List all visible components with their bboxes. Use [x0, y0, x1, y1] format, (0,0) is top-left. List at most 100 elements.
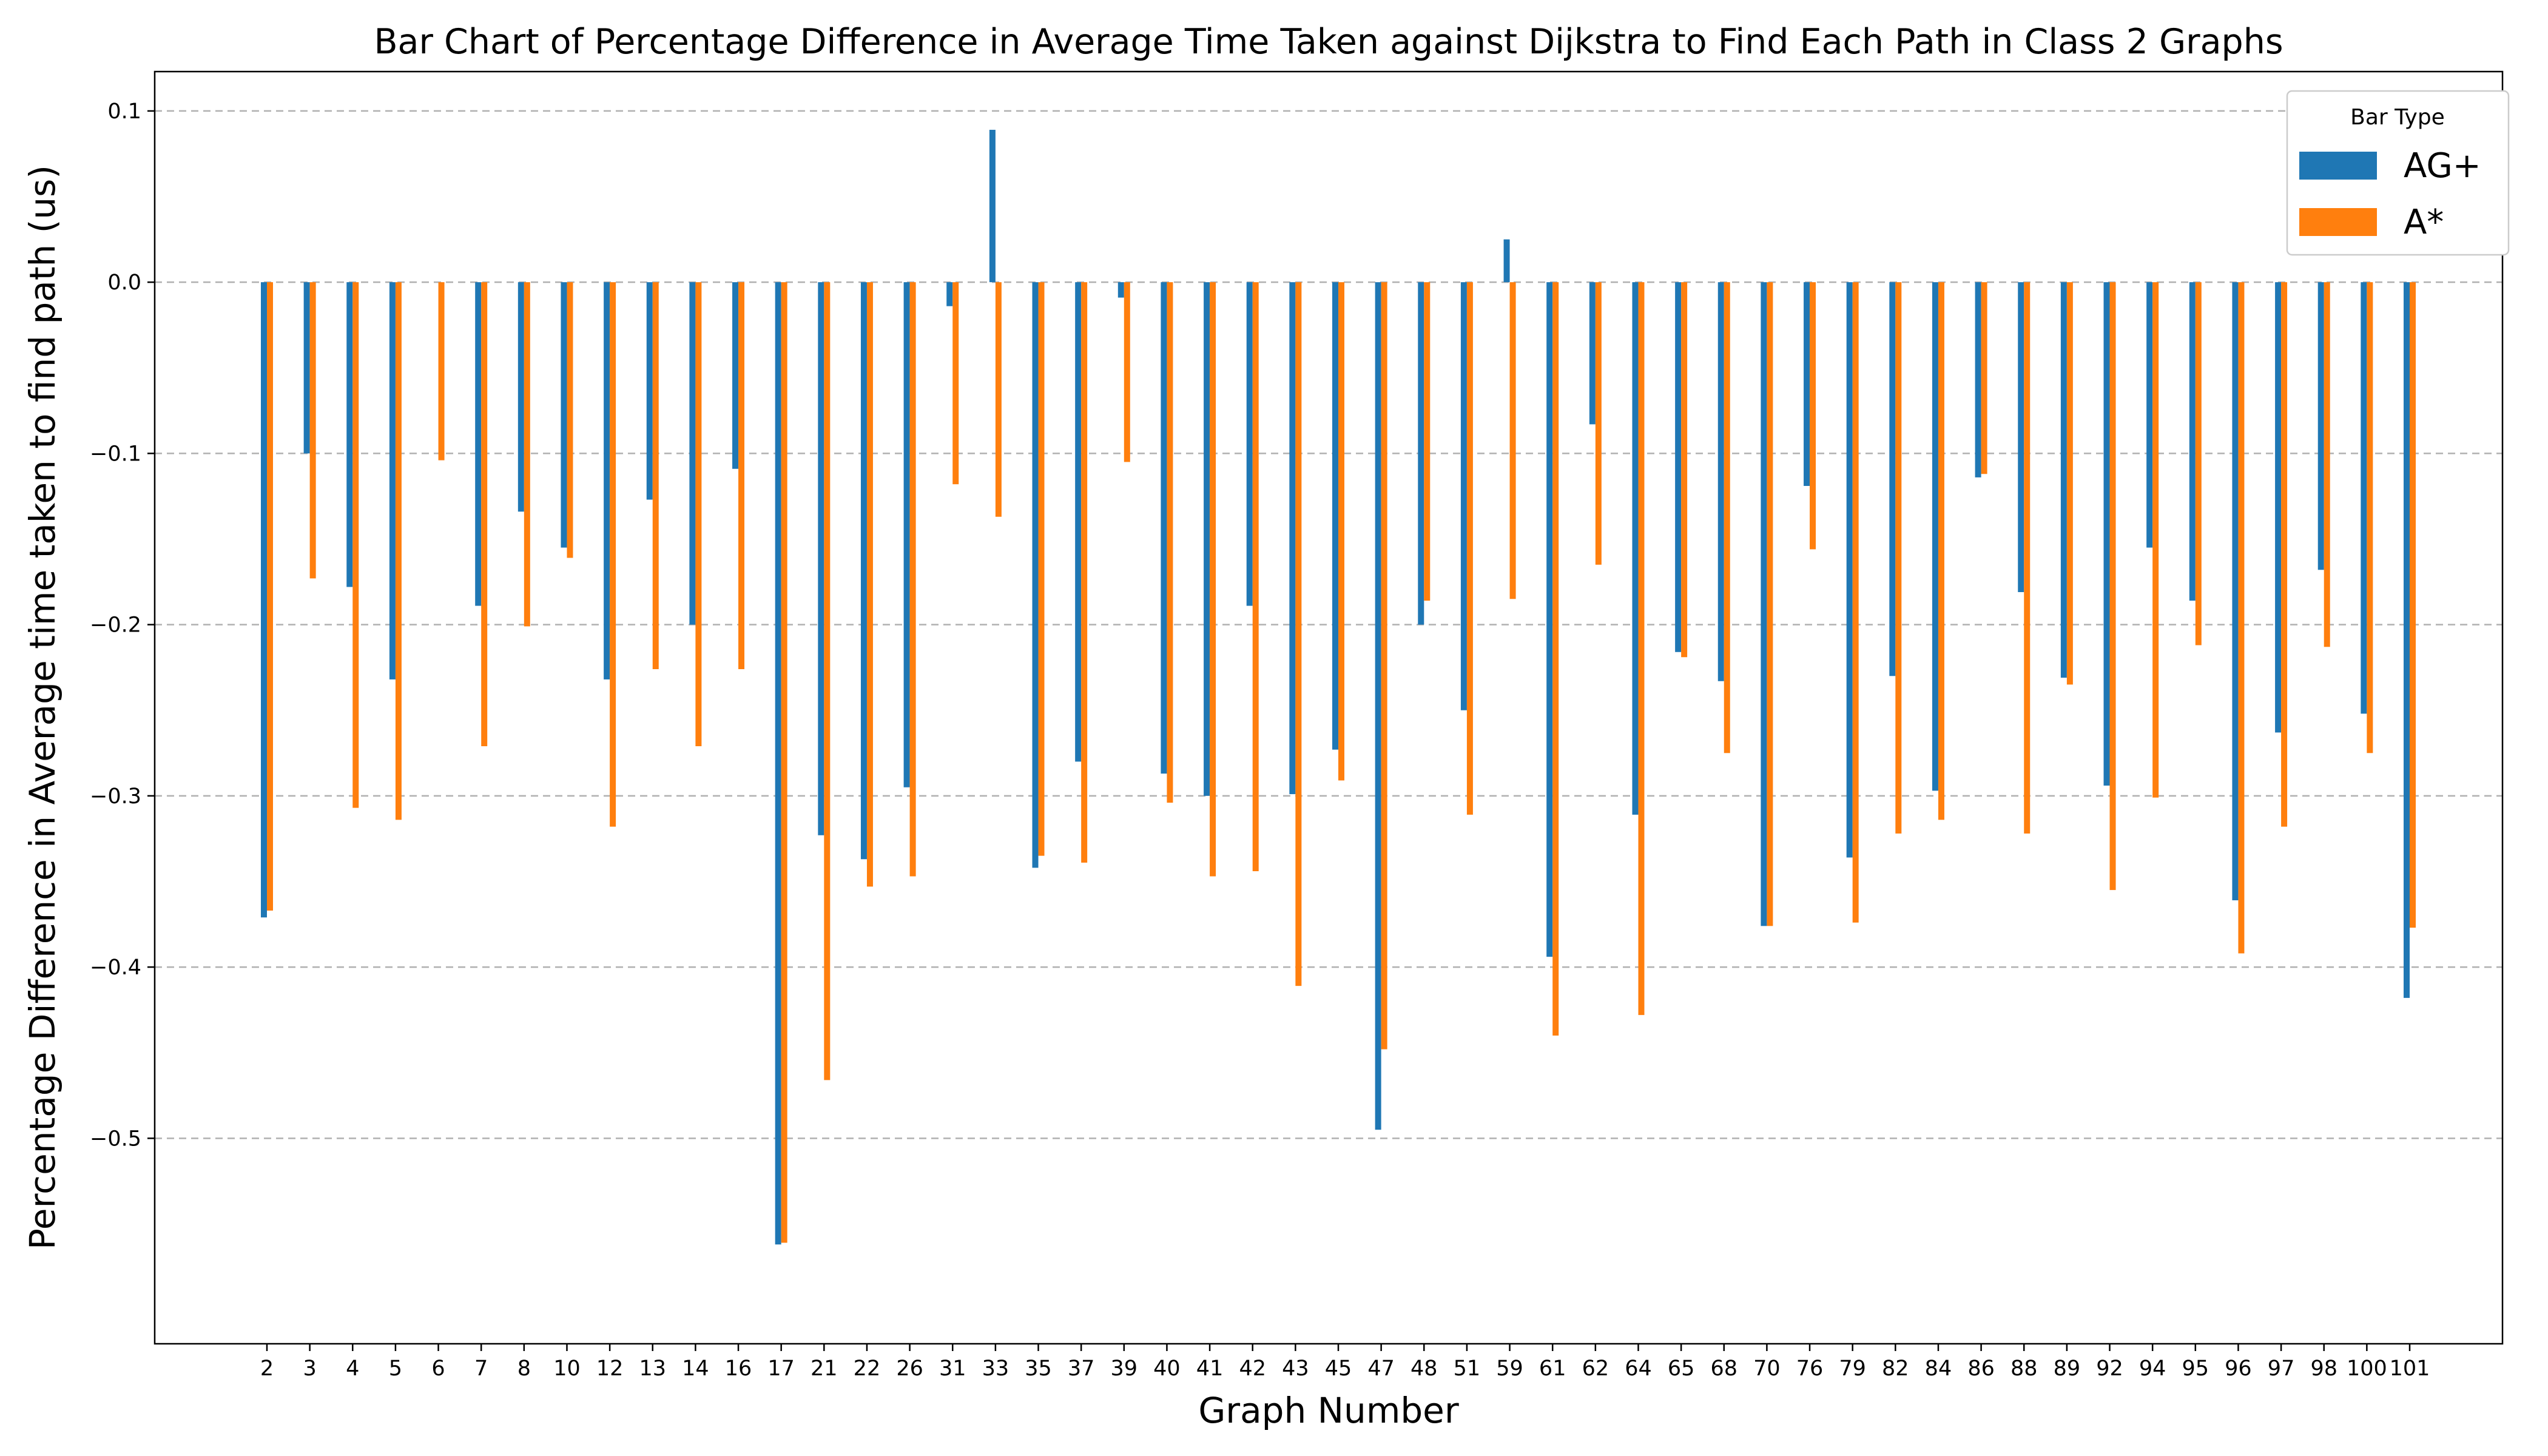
bar-a-star — [438, 282, 445, 460]
x-tick-label: 101 — [2390, 1357, 2430, 1381]
x-tick-label: 2 — [260, 1357, 274, 1381]
bar-ag-plus — [389, 282, 396, 679]
bar-a-star — [267, 282, 273, 911]
x-tick-label: 21 — [811, 1357, 838, 1381]
y-tick-label: 0.1 — [107, 99, 141, 124]
bar-a-star — [1895, 282, 1902, 834]
bar-ag-plus — [1332, 282, 1338, 750]
y-tick-label: 0.0 — [107, 271, 141, 295]
legend-swatch-ag-plus — [2299, 152, 2377, 180]
x-tick-label: 47 — [1367, 1357, 1395, 1381]
bar-a-star — [2410, 282, 2416, 928]
y-axis-label: Percentage Difference in Average time ta… — [22, 165, 63, 1250]
bar-ag-plus — [1503, 239, 1510, 283]
bar-ag-plus — [1075, 282, 1082, 762]
bar-a-star — [610, 282, 616, 827]
x-tick-label: 64 — [1625, 1357, 1652, 1381]
y-tick-label: −0.4 — [90, 956, 141, 980]
x-tick-label: 89 — [2054, 1357, 2081, 1381]
bar-a-star — [2195, 282, 2202, 645]
bar-ag-plus — [1975, 282, 1981, 477]
x-tick-label: 92 — [2096, 1357, 2123, 1381]
x-tick-label: 79 — [1839, 1357, 1866, 1381]
x-tick-label: 68 — [1710, 1357, 1737, 1381]
x-tick-label: 31 — [939, 1357, 966, 1381]
x-tick-label: 26 — [896, 1357, 923, 1381]
bar-ag-plus — [2361, 282, 2367, 714]
x-tick-label: 96 — [2225, 1357, 2252, 1381]
bar-a-star — [1852, 282, 1859, 923]
legend-title: Bar Type — [2350, 105, 2445, 130]
x-tick-label: 37 — [1068, 1357, 1095, 1381]
bar-a-star — [1038, 282, 1045, 856]
x-tick-label: 41 — [1196, 1357, 1224, 1381]
bar-ag-plus — [604, 282, 610, 679]
y-tick-label: −0.1 — [90, 442, 141, 466]
bar-a-star — [738, 282, 745, 669]
x-tick-label: 5 — [389, 1357, 402, 1381]
x-tick-label: 88 — [2010, 1357, 2038, 1381]
bar-a-star — [2109, 282, 2116, 891]
bar-a-star — [2066, 282, 2073, 685]
x-tick-label: 97 — [2268, 1357, 2295, 1381]
x-tick-label: 6 — [431, 1357, 445, 1381]
legend-label-ag-plus: AG+ — [2404, 146, 2481, 186]
bar-ag-plus — [1632, 282, 1639, 815]
bar-a-star — [1595, 282, 1602, 565]
x-tick-label: 48 — [1410, 1357, 1438, 1381]
bar-ag-plus — [2189, 282, 2196, 601]
bar-ag-plus — [1804, 282, 1810, 487]
bar-a-star — [481, 282, 488, 747]
x-tick-label: 17 — [767, 1357, 795, 1381]
bar-a-star — [524, 282, 530, 627]
bar-a-star — [2152, 282, 2159, 798]
bar-a-star — [2324, 282, 2330, 647]
x-axis-label: Graph Number — [1198, 1390, 1458, 1431]
x-tick-label: 3 — [303, 1357, 316, 1381]
bar-ag-plus — [2103, 282, 2110, 786]
bar-ag-plus — [1418, 282, 1424, 625]
bar-ag-plus — [517, 282, 524, 512]
bar-ag-plus — [818, 282, 824, 835]
bar-a-star — [1638, 282, 1645, 1016]
bar-a-star — [1810, 282, 1816, 550]
bar-ag-plus — [689, 282, 696, 625]
bar-ag-plus — [860, 282, 867, 860]
bar-a-star — [1167, 282, 1173, 803]
x-tick-label: 8 — [517, 1357, 531, 1381]
bar-ag-plus — [1246, 282, 1253, 606]
plot-frame — [153, 70, 2504, 1345]
bars — [261, 129, 2416, 1245]
bar-ag-plus — [1289, 282, 1296, 795]
bar-ag-plus — [1375, 282, 1381, 1130]
bar-a-star — [1724, 282, 1730, 753]
bar-a-star — [2367, 282, 2373, 753]
bar-ag-plus — [1846, 282, 1853, 858]
bar-ag-plus — [2146, 282, 2153, 548]
bar-ag-plus — [1675, 282, 1682, 652]
bar-a-star — [866, 282, 873, 887]
bar-ag-plus — [303, 282, 310, 454]
x-tick-label: 45 — [1325, 1357, 1352, 1381]
bar-a-star — [1509, 282, 1516, 599]
bar-a-star — [1210, 282, 1216, 877]
bar-ag-plus — [2232, 282, 2239, 901]
x-tick-label: 100 — [2347, 1357, 2387, 1381]
bar-a-star — [567, 282, 573, 558]
x-tick-label: 65 — [1668, 1357, 1695, 1381]
x-tick-label: 62 — [1582, 1357, 1609, 1381]
bar-ag-plus — [1117, 282, 1124, 298]
x-tick-label: 51 — [1454, 1357, 1481, 1381]
bar-ag-plus — [1761, 282, 1767, 926]
bar-a-star — [1081, 282, 1088, 863]
x-tick-label: 7 — [474, 1357, 488, 1381]
bar-ag-plus — [2404, 282, 2410, 998]
bar-a-star — [1466, 282, 1473, 815]
legend[interactable]: Bar Type AG+ A* — [2286, 90, 2510, 256]
bar-a-star — [1938, 282, 1944, 820]
x-tick-label: 70 — [1753, 1357, 1781, 1381]
grid — [155, 110, 2502, 1139]
bar-ag-plus — [561, 282, 567, 548]
y-tick-label: −0.2 — [90, 613, 141, 638]
